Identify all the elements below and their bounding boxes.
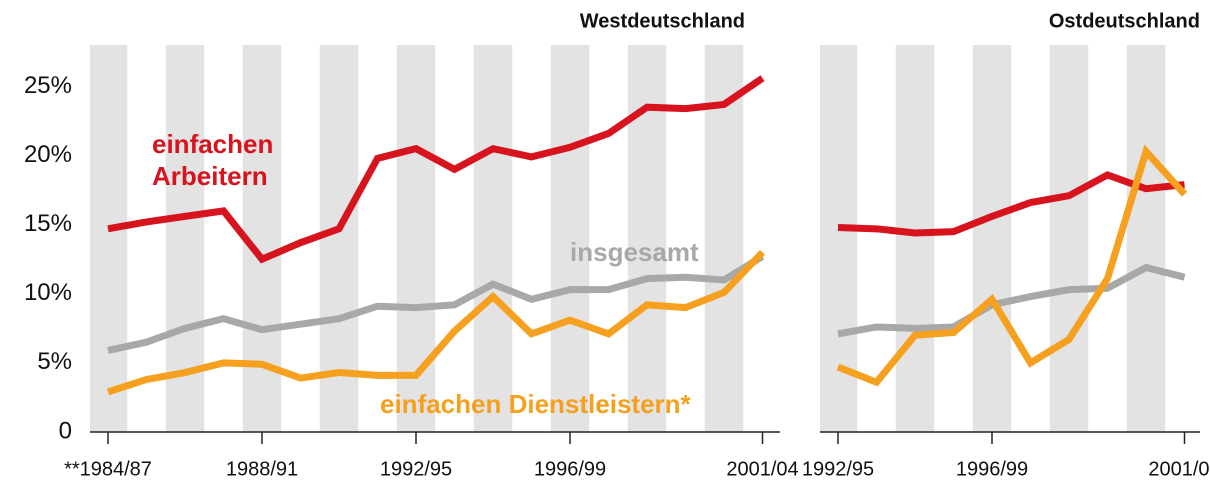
series-line [837, 263, 1186, 338]
panel-title: Westdeutschland [580, 10, 745, 32]
stripe [319, 45, 359, 432]
panel-title: Ostdeutschland [1049, 10, 1200, 32]
series-line [106, 249, 766, 396]
x-tick-label: 1992/95 [802, 458, 874, 480]
y-tick-label: 0 [59, 417, 72, 444]
y-tick-label: 5% [37, 348, 72, 375]
series-line [107, 75, 765, 264]
series-label: insgesamt [570, 237, 699, 267]
stripe [704, 45, 744, 432]
y-tick-label: 20% [24, 141, 72, 168]
stripe [90, 45, 128, 432]
series-label: einfachen Dienstleistern* [380, 389, 691, 419]
x-tick-label: **1984/87 [64, 458, 152, 480]
x-tick-label: 2001/04 [726, 458, 798, 480]
series-line [107, 253, 765, 354]
stripe [550, 45, 590, 432]
x-tick-label: 1992/95 [380, 458, 452, 480]
y-tick-label: 10% [24, 279, 72, 306]
series-label: einfachen Arbeitern [152, 129, 274, 191]
series-line [837, 171, 1185, 237]
stripe [1049, 45, 1089, 432]
stripe [1126, 45, 1166, 432]
y-tick-label: 15% [24, 210, 72, 237]
y-tick-label: 25% [24, 72, 72, 99]
stripe [895, 45, 935, 432]
series-line [836, 144, 1188, 387]
stripe [396, 45, 436, 432]
stripe [972, 45, 1012, 432]
x-tick-label: 1988/91 [226, 458, 298, 480]
x-tick-label: 2001/04 [1148, 458, 1210, 480]
x-tick-label: 1996/99 [956, 458, 1028, 480]
x-tick-label: 1996/99 [534, 458, 606, 480]
stripe [473, 45, 513, 432]
